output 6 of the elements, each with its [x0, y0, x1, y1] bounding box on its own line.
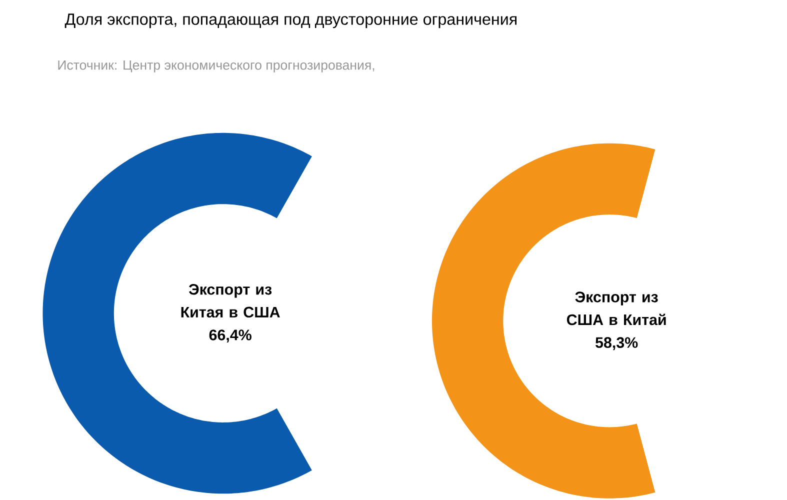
data-label: 66,4%: [209, 329, 252, 342]
slice-label: Экспорт из Китая в США: [181, 284, 280, 318]
chart-subtitle: Источник: Центр экономического прогнозирования,: [58, 60, 374, 72]
data-label: 58,3%: [596, 337, 638, 350]
slice-label: Экспорт из США в Китай: [566, 291, 666, 326]
chart-title: Доля экспорта, попадающая под двусторонние ограничения: [64, 14, 517, 28]
